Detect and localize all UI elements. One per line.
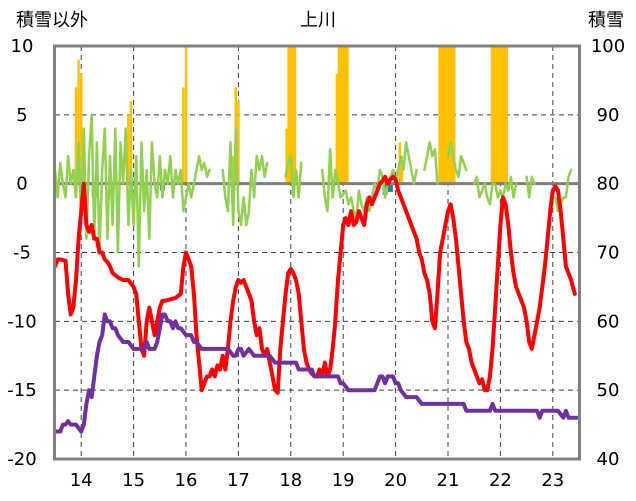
left-tick-label: -10: [7, 311, 36, 332]
wind-line: [472, 175, 518, 206]
precip-bar: [287, 46, 290, 184]
precip-bar: [346, 46, 349, 184]
precipitation-bars: [74, 46, 508, 184]
x-tick-label: 21: [437, 470, 460, 491]
right-tick-label: 40: [597, 449, 620, 470]
x-tick-label: 20: [384, 470, 407, 491]
precip-bar: [442, 46, 446, 184]
precip-bar: [182, 87, 185, 184]
right-tick-label: 100: [591, 36, 625, 57]
precip-bar: [448, 46, 452, 184]
precip-bar: [446, 46, 450, 184]
x-tick-label: 15: [122, 470, 145, 491]
precip-bar: [237, 101, 240, 184]
snow-depth-line: [53, 312, 579, 434]
left-tick-label: -15: [7, 380, 36, 401]
precip-bar: [494, 46, 498, 184]
precip-bar: [291, 46, 295, 184]
precip-bar: [77, 59, 80, 184]
precip-bar: [293, 46, 297, 184]
precip-bar: [505, 46, 508, 184]
precip-bar: [289, 46, 293, 184]
wind-line: [221, 127, 269, 227]
precip-bar: [501, 46, 504, 184]
precip-bar: [492, 46, 496, 184]
precip-bar: [497, 46, 500, 184]
wind-line: [525, 175, 536, 199]
left-tick-label: -20: [7, 449, 36, 470]
precip-bar: [453, 46, 456, 184]
precip-bar: [335, 73, 339, 184]
left-tick-label: 0: [16, 174, 27, 195]
negative-bar: [387, 183, 393, 192]
left-tick-label: 5: [16, 105, 27, 126]
grid-lines: [55, 46, 579, 459]
plot-frame: [53, 44, 581, 461]
x-tick-label: 23: [541, 470, 564, 491]
wind-line: [284, 154, 303, 199]
precip-bar: [344, 46, 347, 184]
right-tick-label: 80: [597, 174, 620, 195]
wind-line: [446, 141, 468, 179]
precip-bar: [127, 114, 130, 184]
right-tick-label: 50: [597, 380, 620, 401]
precip-bar: [438, 46, 441, 184]
right-tick-label: 60: [597, 311, 620, 332]
precip-bar: [129, 101, 133, 184]
left-tick-label: -5: [13, 243, 31, 264]
precip-bar: [400, 156, 404, 184]
precip-bar: [285, 128, 288, 184]
precip-bar: [490, 46, 494, 184]
x-tick-label: 17: [227, 470, 250, 491]
series-lines: [53, 113, 579, 434]
x-tick-label: 14: [70, 470, 93, 491]
x-tick-label: 16: [175, 470, 198, 491]
wind-line: [423, 141, 439, 185]
x-tick-label: 19: [332, 470, 355, 491]
left-tick-label: 10: [11, 36, 34, 57]
precip-bar: [450, 46, 454, 184]
right-tick-label: 70: [597, 243, 620, 264]
precip-bar: [184, 46, 188, 184]
precip-bar: [337, 46, 341, 184]
x-tick-label: 22: [489, 470, 512, 491]
right-axis-title: 積雪: [588, 10, 624, 31]
precip-bar: [503, 46, 506, 184]
precip-bar: [79, 73, 83, 184]
chart-title: 上川: [300, 10, 336, 31]
left-axis-title: 積雪以外: [16, 10, 88, 31]
precip-bar: [74, 87, 78, 184]
precip-bar: [231, 156, 235, 184]
temperature-line: [53, 174, 577, 395]
x-tick-label: 18: [279, 470, 302, 491]
precip-bar: [444, 46, 448, 184]
precip-bar: [339, 46, 343, 184]
right-tick-label: 90: [597, 105, 620, 126]
precip-bar: [440, 46, 443, 184]
precip-bar: [499, 46, 502, 184]
precip-bar: [341, 46, 345, 184]
wind-line: [554, 168, 573, 213]
